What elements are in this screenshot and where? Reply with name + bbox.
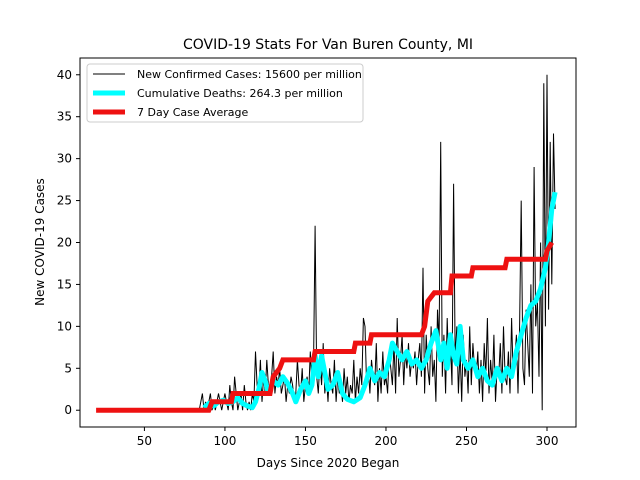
legend: New Confirmed Cases: 15600 per million C… — [86, 63, 364, 123]
x-tick-label: 150 — [294, 434, 317, 448]
x-axis: 50 100 150 200 250 300 — [137, 427, 559, 448]
series-line-new-cases — [198, 74, 556, 411]
y-tick-label: 10 — [57, 319, 72, 333]
y-tick-label: 40 — [57, 68, 72, 82]
legend-label-deaths: Cumulative Deaths: 264.3 per million — [137, 87, 343, 100]
y-tick-label: 15 — [57, 277, 72, 291]
series-line-average — [96, 241, 554, 413]
x-tick-label: 200 — [375, 434, 398, 448]
y-tick-label: 35 — [57, 110, 72, 124]
y-tick-label: 25 — [57, 194, 72, 208]
plot-area — [96, 74, 558, 413]
y-tick-label: 0 — [64, 403, 72, 417]
y-tick-label: 5 — [64, 361, 72, 375]
series-line-deaths — [202, 191, 558, 411]
x-tick-label: 300 — [536, 434, 559, 448]
y-axis: 0 5 10 15 20 25 30 35 40 — [57, 68, 80, 417]
y-tick-label: 30 — [57, 152, 72, 166]
x-axis-label: Days Since 2020 Began — [257, 456, 400, 470]
y-axis-label: New COVID-19 Cases — [33, 178, 47, 306]
legend-label-new-cases: New Confirmed Cases: 15600 per million — [137, 68, 362, 81]
y-tick-label: 20 — [57, 236, 72, 250]
legend-label-average: 7 Day Case Average — [137, 106, 249, 119]
x-tick-label: 50 — [137, 434, 152, 448]
legend-box — [86, 63, 364, 123]
x-tick-label: 100 — [213, 434, 236, 448]
chart-title: COVID-19 Stats For Van Buren County, MI — [183, 37, 473, 53]
x-tick-label: 250 — [455, 434, 478, 448]
